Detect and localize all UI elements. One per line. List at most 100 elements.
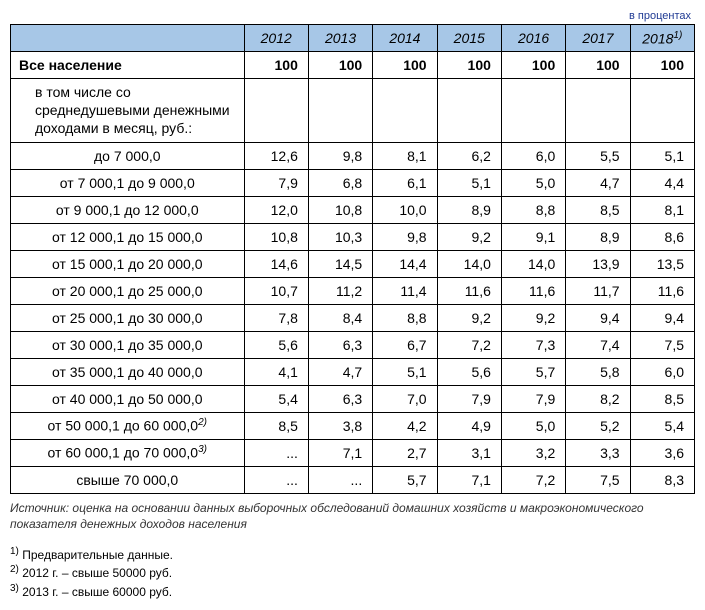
cell-value: 14,0 (501, 250, 565, 277)
cell-value: 6,1 (373, 169, 437, 196)
row-label: от 40 000,1 до 50 000,0 (11, 385, 245, 412)
row-label: от 12 000,1 до 15 000,0 (11, 223, 245, 250)
row-label: до 7 000,0 (11, 142, 245, 169)
row-label: от 25 000,1 до 30 000,0 (11, 304, 245, 331)
table-row: до 7 000,012,69,88,16,26,05,55,1 (11, 142, 695, 169)
footnotes: 1) Предварительные данные.2) 2012 г. – с… (10, 545, 695, 600)
cell-value: ... (244, 439, 308, 466)
cell-value: 7,5 (566, 466, 630, 493)
cell-value: 9,4 (630, 304, 694, 331)
cell-value: 100 (373, 52, 437, 79)
cell-value: ... (244, 466, 308, 493)
row-label: от 30 000,1 до 35 000,0 (11, 331, 245, 358)
cell-value: 7,8 (244, 304, 308, 331)
row-label: от 9 000,1 до 12 000,0 (11, 196, 245, 223)
header-row: 20122013201420152016201720181) (11, 25, 695, 52)
cell-value: 5,2 (566, 412, 630, 439)
table-row: от 20 000,1 до 25 000,010,711,211,411,61… (11, 277, 695, 304)
row-label: от 15 000,1 до 20 000,0 (11, 250, 245, 277)
cell-value: 10,0 (373, 196, 437, 223)
cell-value: 14,5 (308, 250, 372, 277)
table-row: от 7 000,1 до 9 000,07,96,86,15,15,04,74… (11, 169, 695, 196)
cell-value (501, 79, 565, 143)
cell-value: 6,0 (630, 358, 694, 385)
year-header: 2017 (566, 25, 630, 52)
table-row: от 9 000,1 до 12 000,012,010,810,08,98,8… (11, 196, 695, 223)
cell-value: 7,1 (437, 466, 501, 493)
cell-value: 11,2 (308, 277, 372, 304)
cell-value: 5,1 (437, 169, 501, 196)
cell-value: 5,6 (437, 358, 501, 385)
cell-value: 10,3 (308, 223, 372, 250)
cell-value: 5,6 (244, 331, 308, 358)
table-row: от 35 000,1 до 40 000,04,14,75,15,65,75,… (11, 358, 695, 385)
row-label: свыше 70 000,0 (11, 466, 245, 493)
cell-value: 6,3 (308, 331, 372, 358)
footnote: 3) 2013 г. – свыше 60000 руб. (10, 582, 695, 600)
cell-value: 7,2 (501, 466, 565, 493)
income-distribution-table: 20122013201420152016201720181) Все насел… (10, 24, 695, 494)
cell-value: 14,6 (244, 250, 308, 277)
year-header: 20181) (630, 25, 694, 52)
cell-value: 8,9 (437, 196, 501, 223)
cell-value: 5,8 (566, 358, 630, 385)
row-label: от 35 000,1 до 40 000,0 (11, 358, 245, 385)
cell-value: 7,1 (308, 439, 372, 466)
cell-value: 11,6 (437, 277, 501, 304)
cell-value: 8,3 (630, 466, 694, 493)
cell-value: 100 (244, 52, 308, 79)
cell-value: 5,0 (501, 169, 565, 196)
cell-value: 7,0 (373, 385, 437, 412)
table-row: Все население100100100100100100100 (11, 52, 695, 79)
year-header: 2015 (437, 25, 501, 52)
cell-value: 4,7 (566, 169, 630, 196)
table-row: от 30 000,1 до 35 000,05,66,36,77,27,37,… (11, 331, 695, 358)
source-note: Источник: оценка на основании данных выб… (10, 500, 695, 534)
cell-value: 8,5 (244, 412, 308, 439)
cell-value: 11,4 (373, 277, 437, 304)
row-label: в том числе со среднедушевыми денежными … (11, 79, 245, 143)
cell-value: 8,5 (566, 196, 630, 223)
cell-value: 3,1 (437, 439, 501, 466)
cell-value: 9,4 (566, 304, 630, 331)
cell-value: 4,4 (630, 169, 694, 196)
table-row: от 50 000,1 до 60 000,02)8,53,84,24,95,0… (11, 412, 695, 439)
year-header: 2016 (501, 25, 565, 52)
cell-value: 7,4 (566, 331, 630, 358)
table-row: от 15 000,1 до 20 000,014,614,514,414,01… (11, 250, 695, 277)
cell-value: 4,2 (373, 412, 437, 439)
cell-value: 7,9 (501, 385, 565, 412)
cell-value: 8,1 (373, 142, 437, 169)
row-label: от 50 000,1 до 60 000,02) (11, 412, 245, 439)
cell-value: 8,1 (630, 196, 694, 223)
cell-value: 6,0 (501, 142, 565, 169)
cell-value: 8,2 (566, 385, 630, 412)
cell-value: 8,6 (630, 223, 694, 250)
cell-value: 11,7 (566, 277, 630, 304)
cell-value: 9,8 (308, 142, 372, 169)
cell-value: 7,2 (437, 331, 501, 358)
cell-value: ... (308, 466, 372, 493)
cell-value: 5,0 (501, 412, 565, 439)
cell-value (308, 79, 372, 143)
row-label: Все население (11, 52, 245, 79)
cell-value (373, 79, 437, 143)
year-header: 2013 (308, 25, 372, 52)
row-label: от 7 000,1 до 9 000,0 (11, 169, 245, 196)
table-row: от 12 000,1 до 15 000,010,810,39,89,29,1… (11, 223, 695, 250)
cell-value: 4,7 (308, 358, 372, 385)
cell-value: 3,3 (566, 439, 630, 466)
cell-value: 2,7 (373, 439, 437, 466)
cell-value: 3,8 (308, 412, 372, 439)
cell-value: 5,7 (373, 466, 437, 493)
cell-value (437, 79, 501, 143)
cell-value: 10,7 (244, 277, 308, 304)
footnote: 1) Предварительные данные. (10, 545, 695, 563)
cell-value: 9,1 (501, 223, 565, 250)
cell-value (566, 79, 630, 143)
cell-value: 3,6 (630, 439, 694, 466)
cell-value: 8,9 (566, 223, 630, 250)
cell-value: 5,7 (501, 358, 565, 385)
table-row: от 40 000,1 до 50 000,05,46,37,07,97,98,… (11, 385, 695, 412)
cell-value: 100 (566, 52, 630, 79)
